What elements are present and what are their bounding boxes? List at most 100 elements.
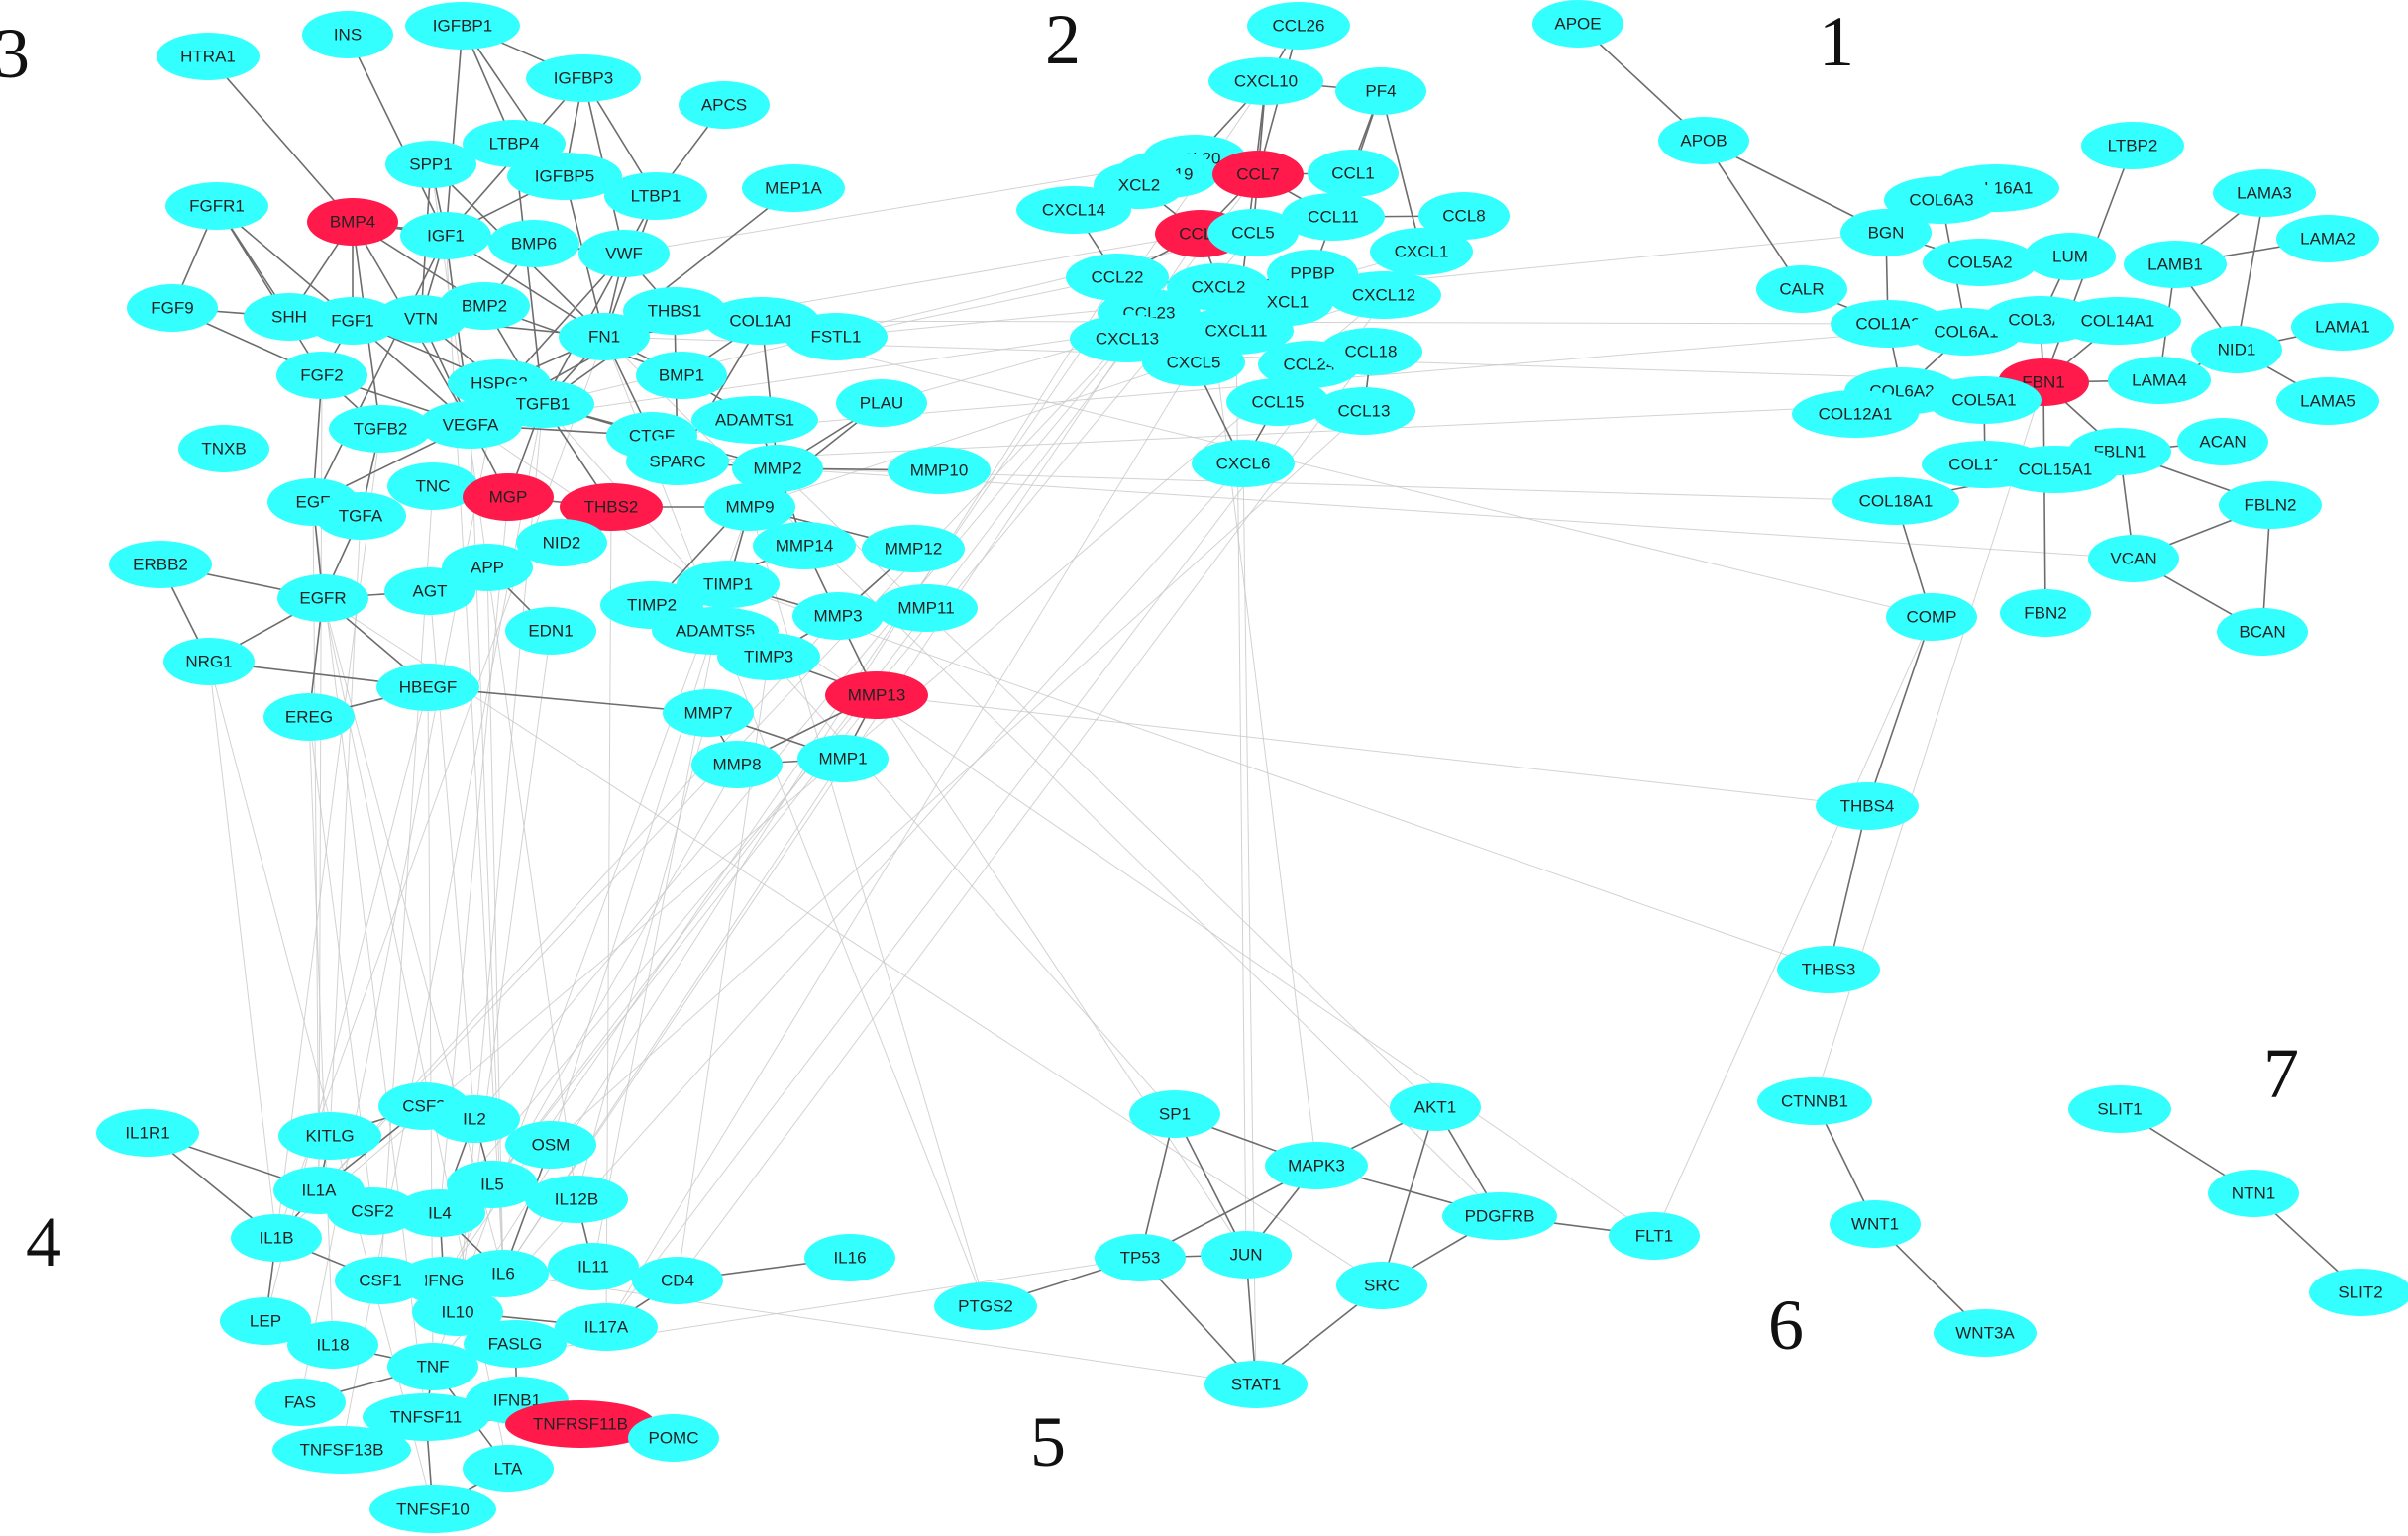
- node-bmp2[interactable]: BMP2: [439, 282, 530, 330]
- node-lama1[interactable]: LAMA1: [2291, 303, 2394, 351]
- node-apoe[interactable]: APOE: [1532, 0, 1623, 48]
- node-il16[interactable]: IL16: [804, 1234, 895, 1281]
- node-igfbp3[interactable]: IGFBP3: [526, 54, 641, 102]
- node-tnfsf11[interactable]: TNFSF11: [363, 1393, 489, 1441]
- node-ltbp1[interactable]: LTBP1: [604, 172, 707, 220]
- node-lama2[interactable]: LAMA2: [2276, 215, 2379, 262]
- node-mmp8[interactable]: MMP8: [691, 741, 783, 788]
- node-il12b[interactable]: IL12B: [525, 1176, 628, 1223]
- node-ccl5[interactable]: CCL5: [1207, 209, 1299, 256]
- node-comp[interactable]: COMP: [1886, 593, 1977, 641]
- node-ntn1[interactable]: NTN1: [2208, 1170, 2299, 1217]
- node-ereg[interactable]: EREG: [263, 693, 355, 741]
- node-cd4[interactable]: CD4: [632, 1257, 723, 1304]
- node-mmp10[interactable]: MMP10: [888, 447, 991, 494]
- node-igfbp5[interactable]: IGFBP5: [507, 153, 622, 200]
- node-slit1[interactable]: SLIT1: [2068, 1085, 2171, 1133]
- node-col5a1[interactable]: COL5A1: [1927, 376, 2042, 424]
- node-spp1[interactable]: SPP1: [385, 141, 476, 188]
- node-calr[interactable]: CALR: [1756, 265, 1847, 313]
- node-apcs[interactable]: APCS: [679, 81, 770, 129]
- node-mapk3[interactable]: MAPK3: [1265, 1142, 1368, 1189]
- node-mmp2[interactable]: MMP2: [732, 445, 823, 492]
- node-il11[interactable]: IL11: [548, 1243, 639, 1290]
- node-cxcl5[interactable]: CXCL5: [1142, 339, 1245, 386]
- node-pf4[interactable]: PF4: [1335, 67, 1426, 115]
- node-vegfa[interactable]: VEGFA: [419, 401, 522, 449]
- node-ccl7[interactable]: CCL7: [1212, 151, 1304, 198]
- node-tgfb2[interactable]: TGFB2: [329, 405, 432, 453]
- node-mmp1[interactable]: MMP1: [797, 735, 889, 782]
- node-ccl11[interactable]: CCL11: [1282, 193, 1385, 241]
- node-acan[interactable]: ACAN: [2177, 418, 2268, 465]
- node-col14a1[interactable]: COL14A1: [2054, 297, 2181, 345]
- node-lama4[interactable]: LAMA4: [2108, 357, 2211, 404]
- node-ptgs2[interactable]: PTGS2: [934, 1282, 1037, 1330]
- node-nrg1[interactable]: NRG1: [163, 638, 255, 685]
- node-il2[interactable]: IL2: [429, 1095, 520, 1143]
- node-ccl18[interactable]: CCL18: [1319, 328, 1422, 375]
- node-ccl15[interactable]: CCL15: [1226, 378, 1329, 426]
- node-lama3[interactable]: LAMA3: [2213, 169, 2316, 217]
- node-lep[interactable]: LEP: [220, 1297, 311, 1345]
- node-sp1[interactable]: SP1: [1129, 1090, 1220, 1138]
- node-fas[interactable]: FAS: [255, 1379, 346, 1426]
- node-fstl1[interactable]: FSTL1: [785, 313, 888, 360]
- node-apob[interactable]: APOB: [1658, 117, 1749, 164]
- node-thbs4[interactable]: THBS4: [1816, 782, 1919, 830]
- node-edn1[interactable]: EDN1: [505, 607, 596, 655]
- node-il10[interactable]: IL10: [412, 1288, 503, 1336]
- node-bmp1[interactable]: BMP1: [636, 352, 727, 399]
- node-stat1[interactable]: STAT1: [1204, 1361, 1308, 1408]
- node-bgn[interactable]: BGN: [1840, 209, 1932, 256]
- node-akt1[interactable]: AKT1: [1390, 1083, 1481, 1131]
- node-tgfa[interactable]: TGFA: [315, 492, 406, 540]
- node-il4[interactable]: IL4: [394, 1189, 485, 1237]
- node-cxcl12[interactable]: CXCL12: [1326, 271, 1441, 319]
- node-pomc[interactable]: POMC: [628, 1414, 719, 1462]
- node-wnt3a[interactable]: WNT3A: [1934, 1309, 2037, 1357]
- node-vwf[interactable]: VWF: [578, 230, 670, 277]
- node-cxcl10[interactable]: CXCL10: [1208, 57, 1323, 105]
- node-pdgfrb[interactable]: PDGFRB: [1442, 1192, 1557, 1240]
- node-mmp12[interactable]: MMP12: [862, 525, 965, 572]
- node-lama5[interactable]: LAMA5: [2276, 377, 2379, 425]
- node-sparc[interactable]: SPARC: [626, 438, 729, 485]
- node-lamb1[interactable]: LAMB1: [2124, 241, 2227, 288]
- node-lum[interactable]: LUM: [2025, 233, 2116, 280]
- node-lta[interactable]: LTA: [463, 1445, 554, 1492]
- node-mmp7[interactable]: MMP7: [663, 689, 754, 737]
- node-wnt1[interactable]: WNT1: [1830, 1200, 1921, 1248]
- node-hbegf[interactable]: HBEGF: [376, 664, 479, 711]
- node-mmp14[interactable]: MMP14: [753, 522, 856, 569]
- node-erbb2[interactable]: ERBB2: [109, 541, 212, 588]
- node-csf2[interactable]: CSF2: [327, 1187, 418, 1235]
- node-thbs2[interactable]: THBS2: [560, 483, 663, 531]
- node-ccl8[interactable]: CCL8: [1418, 192, 1510, 240]
- node-ins[interactable]: INS: [302, 11, 393, 58]
- node-fbn2[interactable]: FBN2: [2000, 589, 2091, 637]
- node-mep1a[interactable]: MEP1A: [742, 164, 845, 212]
- node-mmp3[interactable]: MMP3: [792, 592, 884, 640]
- node-ccl1[interactable]: CCL1: [1308, 150, 1399, 197]
- node-fbln2[interactable]: FBLN2: [2219, 481, 2322, 529]
- node-timp1[interactable]: TIMP1: [677, 561, 780, 608]
- node-igf1[interactable]: IGF1: [400, 212, 491, 259]
- node-il17a[interactable]: IL17A: [555, 1303, 658, 1351]
- node-plau[interactable]: PLAU: [836, 379, 927, 427]
- node-tnc[interactable]: TNC: [387, 462, 478, 510]
- node-cxcl6[interactable]: CXCL6: [1192, 440, 1295, 487]
- node-flt1[interactable]: FLT1: [1609, 1212, 1700, 1260]
- node-il1b[interactable]: IL1B: [231, 1214, 322, 1262]
- node-csf1[interactable]: CSF1: [335, 1257, 426, 1304]
- node-ccl22[interactable]: CCL22: [1066, 254, 1169, 301]
- node-tp53[interactable]: TP53: [1095, 1234, 1186, 1281]
- node-col15a1[interactable]: COL15A1: [1992, 446, 2119, 493]
- node-il18[interactable]: IL18: [287, 1321, 378, 1369]
- node-mmp11[interactable]: MMP11: [875, 584, 978, 632]
- node-egfr[interactable]: EGFR: [277, 574, 368, 622]
- node-bmp4[interactable]: BMP4: [307, 198, 398, 246]
- node-fgf1[interactable]: FGF1: [307, 297, 398, 345]
- node-mmp13[interactable]: MMP13: [825, 671, 928, 719]
- node-col5a2[interactable]: COL5A2: [1923, 239, 2038, 286]
